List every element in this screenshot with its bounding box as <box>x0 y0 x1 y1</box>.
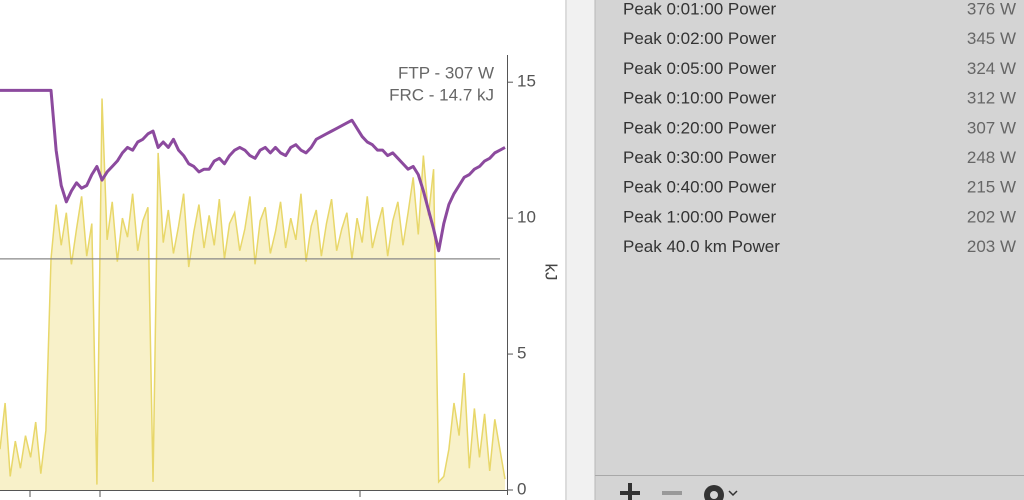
add-button-v <box>628 483 632 500</box>
stat-value: 203 W <box>967 237 1016 256</box>
stat-label: Peak 0:05:00 Power <box>623 59 776 78</box>
toolbar <box>620 483 738 500</box>
wbal-line <box>0 88 506 253</box>
stat-label: Peak 40.0 km Power <box>623 237 780 256</box>
stat-value: 345 W <box>967 29 1016 48</box>
stat-value: 324 W <box>967 59 1016 78</box>
y-tick-label: 0 <box>517 479 526 498</box>
stat-value: 307 W <box>967 118 1016 137</box>
plot <box>0 88 506 490</box>
power-area <box>0 98 505 490</box>
y-tick-label: 5 <box>517 344 526 363</box>
stats-panel <box>595 0 1024 500</box>
y-tick-label: 10 <box>517 208 536 227</box>
stat-value: 376 W <box>967 0 1016 18</box>
power-line <box>0 98 506 485</box>
settings-caret <box>728 490 738 497</box>
remove-button[interactable] <box>662 491 682 495</box>
stat-label: Peak 0:30:00 Power <box>623 148 776 167</box>
stat-label: Peak 0:10:00 Power <box>623 89 776 108</box>
stat-value: 312 W <box>967 89 1016 108</box>
stat-value: 202 W <box>967 207 1016 226</box>
stat-label: Peak 0:40:00 Power <box>623 178 776 197</box>
stat-value: 215 W <box>967 178 1016 197</box>
y-tick-label: 15 <box>517 72 536 91</box>
settings-hole <box>710 491 718 499</box>
stat-label: Peak 0:01:00 Power <box>623 0 776 18</box>
divider <box>565 0 595 500</box>
y-axis-label: kJ <box>542 264 561 281</box>
stat-label: Peak 0:20:00 Power <box>623 118 776 137</box>
stat-label: Peak 0:02:00 Power <box>623 29 776 48</box>
annotation: FTP - 307 W <box>398 63 494 82</box>
stat-value: 248 W <box>967 148 1016 167</box>
annotation: FRC - 14.7 kJ <box>389 85 494 104</box>
stat-label: Peak 1:00:00 Power <box>623 207 776 226</box>
